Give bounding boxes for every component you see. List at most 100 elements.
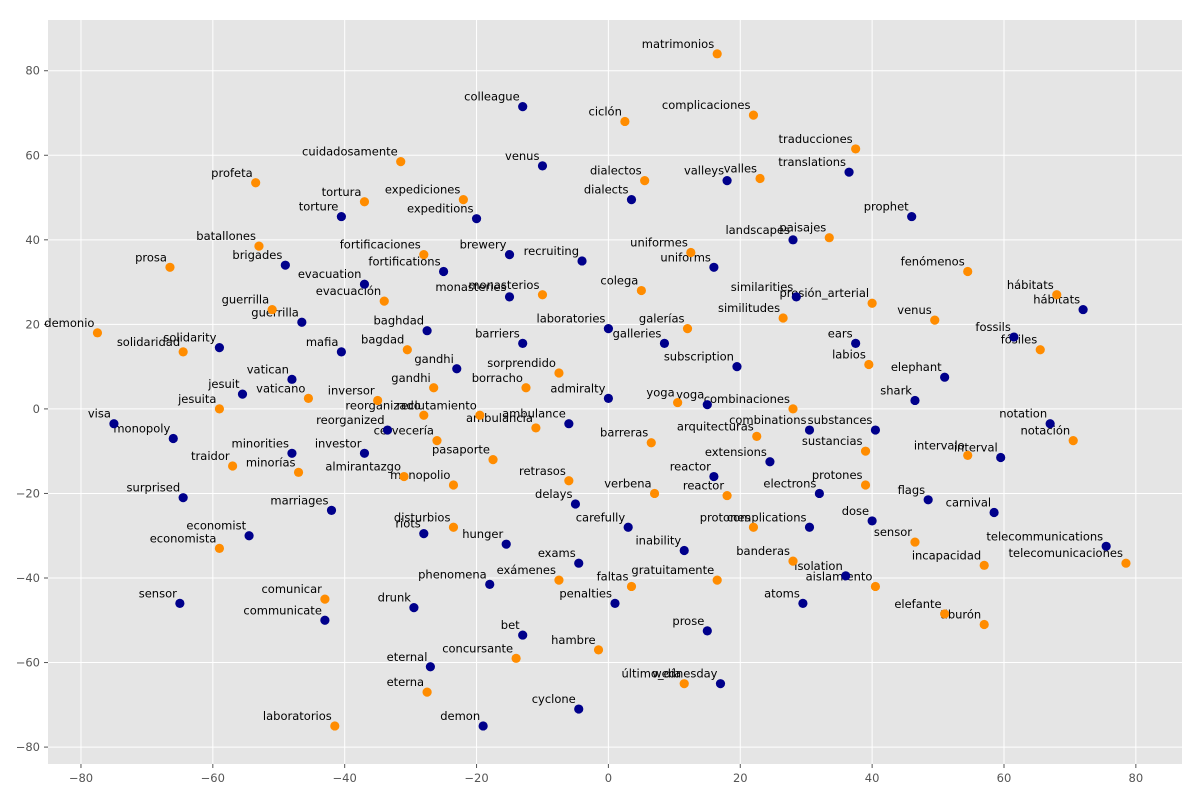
- data-label: reactor: [670, 460, 711, 474]
- data-point: [804, 425, 815, 435]
- data-point: [940, 609, 950, 619]
- data-point: [531, 423, 541, 433]
- data-label: visa: [88, 407, 111, 421]
- data-label: riots: [395, 517, 420, 531]
- data-label: monasteries: [435, 280, 506, 294]
- data-point: [471, 214, 482, 224]
- data-label: valles: [724, 162, 757, 176]
- data-point: [382, 425, 393, 435]
- data-point: [359, 197, 370, 207]
- data-point: [910, 537, 920, 547]
- data-point: [175, 598, 185, 608]
- data-label: protones: [700, 510, 751, 524]
- x-tick-label: 0: [605, 771, 612, 785]
- data-label: fósiles: [1001, 333, 1038, 347]
- x-tick-label: 60: [997, 771, 1012, 785]
- data-label: venus: [897, 303, 931, 317]
- data-label: economist: [186, 519, 246, 533]
- plot-background: [48, 20, 1182, 764]
- x-tick-label: 20: [733, 771, 748, 785]
- data-label: jesuita: [177, 392, 216, 406]
- x-tick-label: −60: [201, 771, 225, 785]
- data-label: fenómenos: [901, 255, 965, 269]
- data-point: [109, 419, 119, 429]
- data-points: [92, 49, 1131, 731]
- data-point: [709, 471, 719, 482]
- data-label: brigades: [232, 248, 282, 262]
- data-label: extensions: [705, 445, 767, 459]
- data-label: intervalo: [914, 438, 965, 452]
- data-point: [554, 575, 564, 585]
- data-label: pasaporte: [432, 443, 490, 457]
- data-label: monasterios: [468, 278, 539, 292]
- data-label: protones: [812, 468, 863, 482]
- y-tick-label: −20: [16, 486, 40, 500]
- data-label: investor: [315, 436, 362, 450]
- y-tick-label: −40: [16, 571, 40, 585]
- data-label: concursante: [442, 641, 513, 655]
- data-label: traducciones: [779, 132, 853, 146]
- data-point: [610, 598, 620, 608]
- data-label: demonio: [44, 316, 94, 330]
- data-point: [478, 721, 488, 731]
- data-point: [287, 374, 297, 384]
- data-label: phenomena: [418, 567, 487, 581]
- data-point: [778, 313, 788, 323]
- data-point: [1068, 436, 1078, 446]
- data-point: [402, 345, 412, 355]
- data-point: [593, 645, 604, 655]
- data-label: reactor: [683, 479, 724, 493]
- data-label: baghdad: [374, 314, 425, 328]
- data-label: laboratories: [537, 312, 606, 326]
- data-label: colega: [600, 274, 638, 288]
- data-label: combinaciones: [704, 392, 790, 406]
- data-point: [1045, 419, 1055, 429]
- data-label: hábitats: [1007, 278, 1054, 292]
- data-point: [303, 393, 314, 403]
- data-label: penalties: [559, 586, 612, 600]
- y-tick-label: −60: [16, 656, 40, 670]
- data-label: colleague: [464, 90, 520, 104]
- data-point: [1078, 304, 1088, 315]
- x-tick-label: −20: [464, 771, 488, 785]
- data-point: [870, 425, 881, 435]
- data-point: [577, 256, 587, 266]
- data-label: demon: [440, 709, 480, 723]
- data-point: [564, 419, 574, 429]
- data-point: [254, 241, 264, 251]
- data-label: fortificaciones: [340, 238, 421, 252]
- data-label: telecommunications: [986, 529, 1103, 543]
- data-label: electrons: [763, 476, 816, 490]
- data-label: ambulance: [502, 407, 566, 421]
- data-label: gratuitamente: [631, 563, 714, 577]
- data-label: wednesday: [652, 667, 717, 681]
- data-point: [867, 298, 877, 308]
- data-label: prophet: [864, 200, 909, 214]
- data-label: barriers: [475, 326, 520, 340]
- data-label: atoms: [764, 586, 800, 600]
- data-label: shark: [880, 383, 912, 397]
- data-point: [251, 178, 261, 188]
- data-label: uniformes: [630, 236, 688, 250]
- data-point: [788, 404, 798, 414]
- data-point: [841, 571, 851, 581]
- data-point: [574, 704, 584, 714]
- data-point: [748, 522, 759, 532]
- data-label: laboratorios: [263, 709, 332, 723]
- data-label: labios: [832, 348, 866, 362]
- data-point: [228, 461, 238, 471]
- data-point: [626, 581, 637, 592]
- data-point: [379, 296, 389, 306]
- data-point: [712, 49, 722, 59]
- data-label: reorganized: [316, 413, 384, 427]
- data-label: traidor: [191, 449, 230, 463]
- data-point: [448, 480, 459, 490]
- data-point: [715, 679, 726, 689]
- x-tick-label: 80: [1129, 771, 1144, 785]
- data-point: [419, 410, 429, 420]
- data-label: elephant: [891, 360, 942, 374]
- data-point: [373, 395, 383, 406]
- data-label: cyclone: [532, 692, 576, 706]
- data-point: [1009, 332, 1019, 342]
- data-label: sensor: [874, 525, 912, 539]
